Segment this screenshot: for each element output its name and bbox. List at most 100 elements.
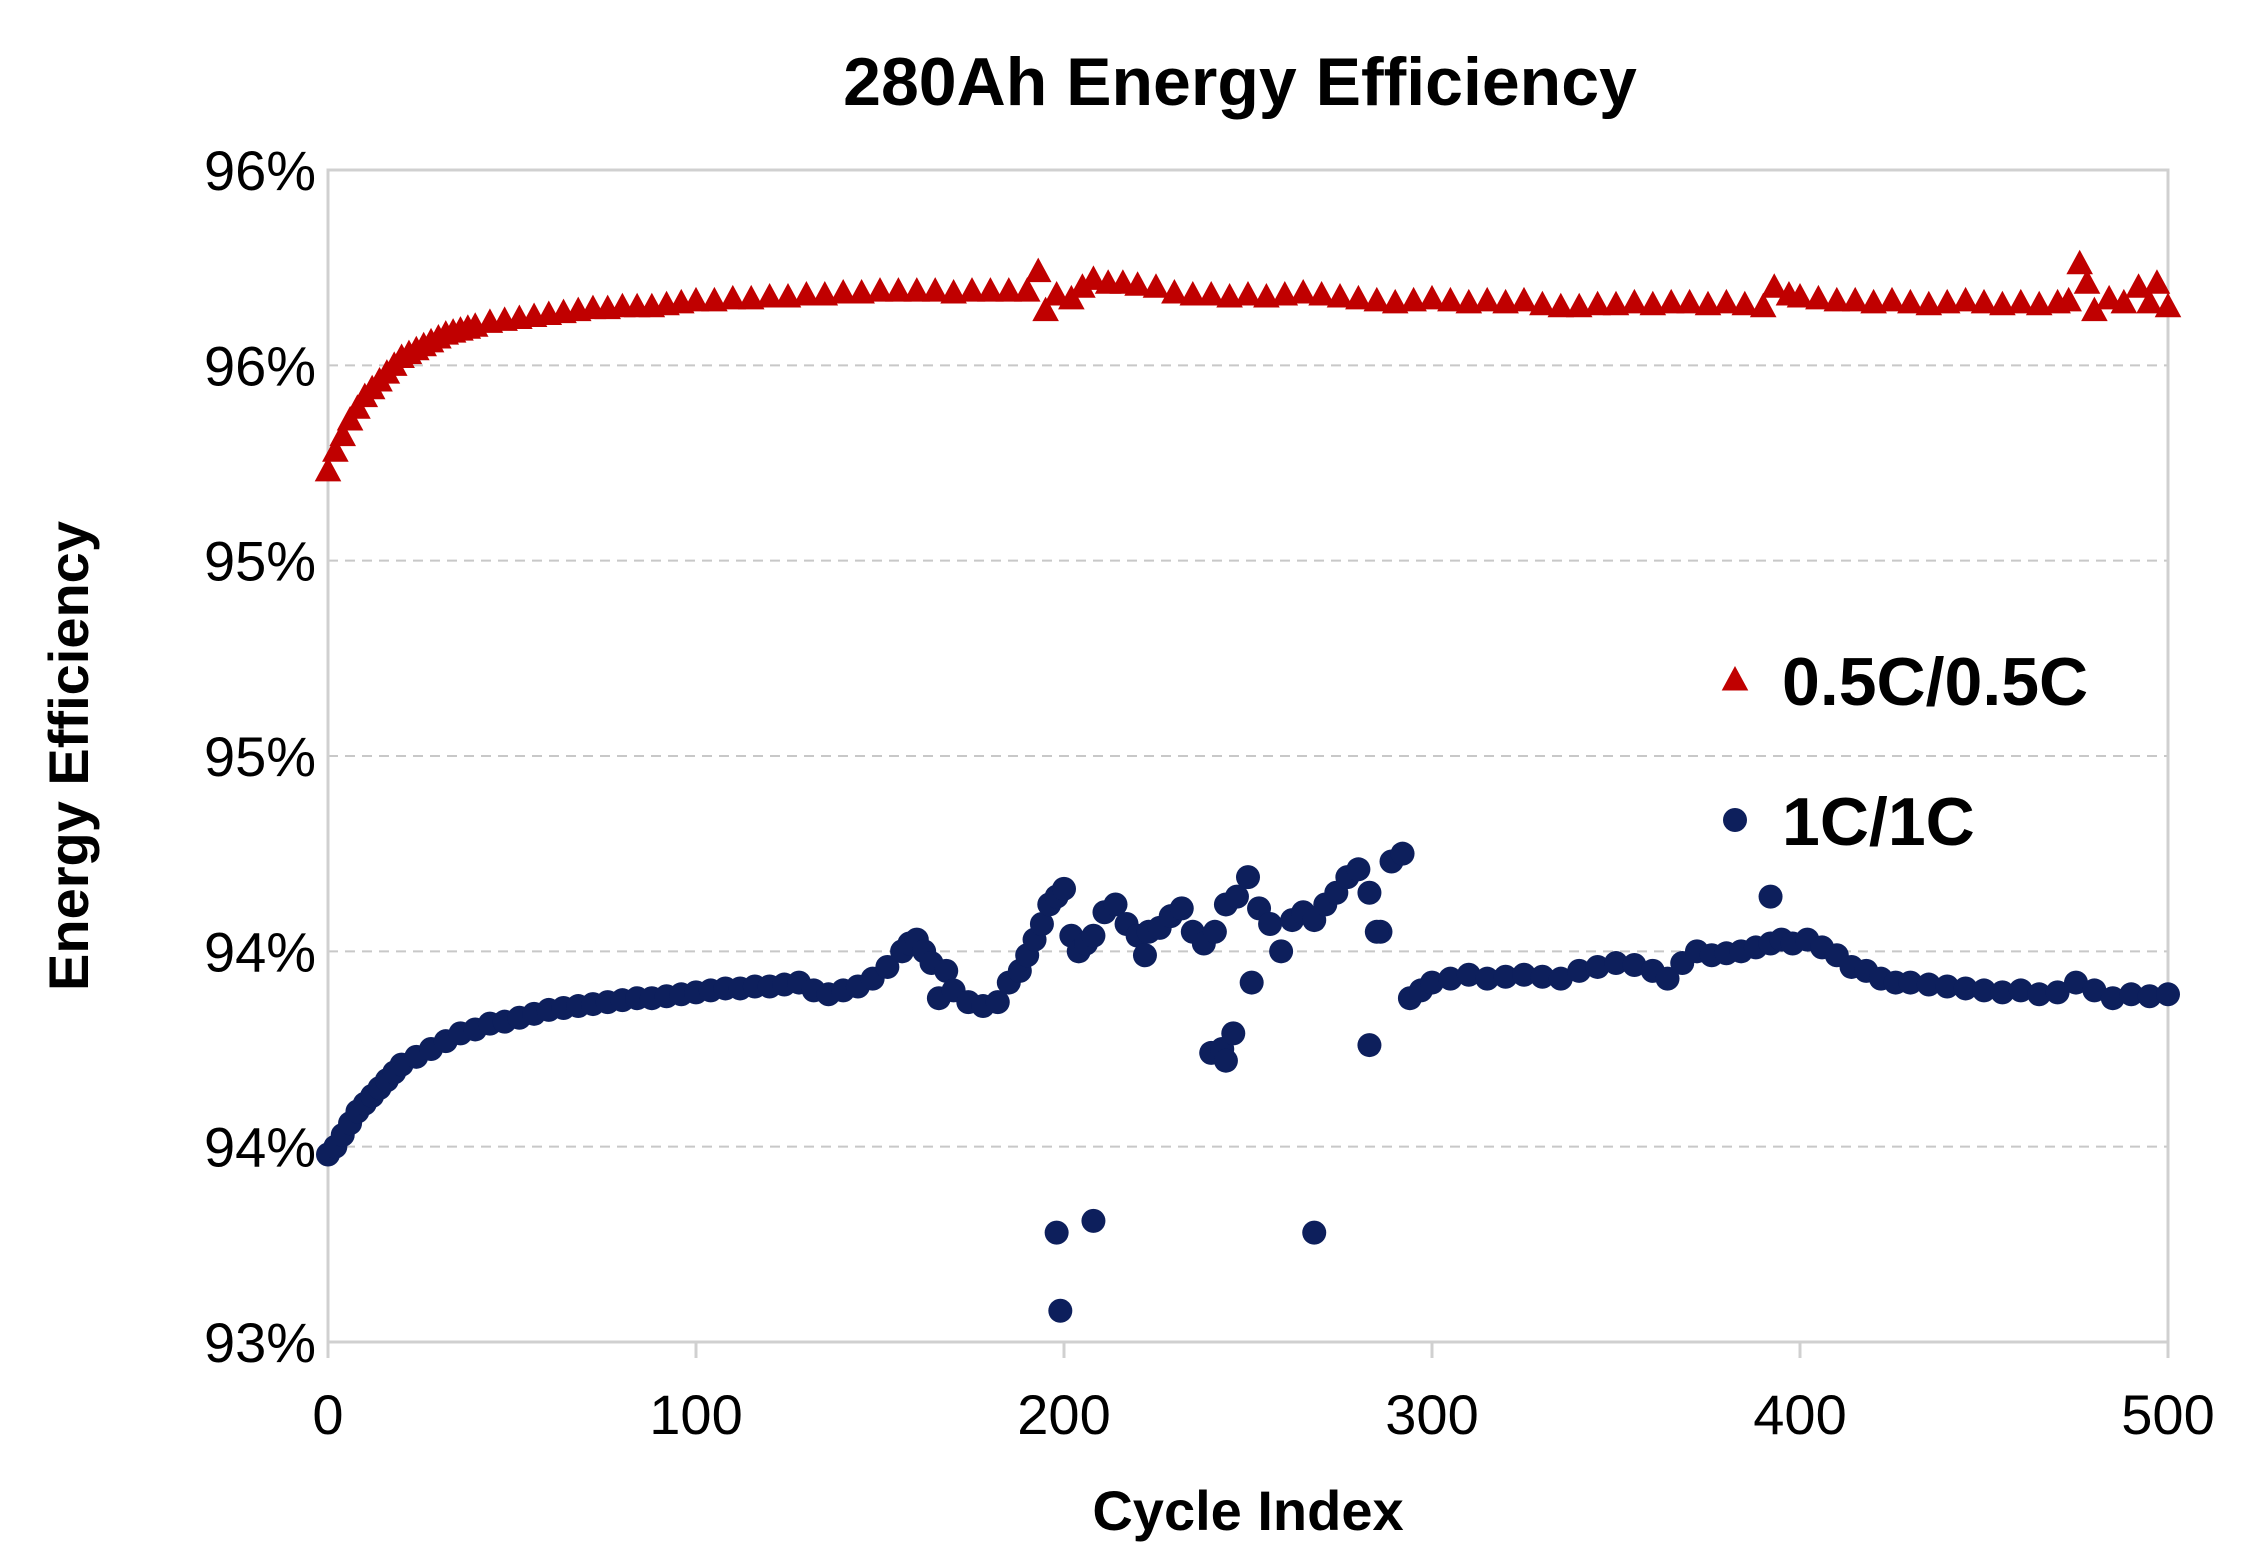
point-triangle xyxy=(2025,290,2053,316)
point-triangle xyxy=(1271,281,1299,306)
y-axis-title: Energy Efficiency xyxy=(37,521,100,991)
point-triangle xyxy=(1657,288,1685,314)
point-circle xyxy=(1935,974,1960,999)
point-triangle xyxy=(1326,282,1354,308)
point-triangle xyxy=(756,282,783,308)
point-circle xyxy=(1239,970,1264,995)
y-tick-label: 95% xyxy=(204,725,316,788)
point-triangle xyxy=(1760,273,1788,298)
point-triangle xyxy=(1823,286,1851,312)
point-circle xyxy=(2064,970,2088,995)
point-circle xyxy=(1357,1033,1382,1058)
point-circle xyxy=(1456,962,1481,987)
point-circle xyxy=(1048,1298,1073,1323)
point-triangle xyxy=(1878,286,1906,312)
point-triangle xyxy=(1455,288,1483,314)
point-triangle xyxy=(329,421,357,447)
point-circle xyxy=(1758,884,1783,909)
point-circle xyxy=(1548,966,1573,991)
y-tick-label: 93% xyxy=(204,1311,316,1374)
point-circle xyxy=(1364,919,1389,944)
point-triangle xyxy=(940,279,967,304)
point-circle xyxy=(1346,857,1371,882)
point-triangle xyxy=(1345,284,1372,310)
point-triangle xyxy=(829,279,857,304)
x-tick-label: 400 xyxy=(1753,1383,1846,1446)
point-triangle xyxy=(1124,271,1151,296)
point-triangle xyxy=(2136,288,2163,314)
point-triangle xyxy=(1584,290,1611,316)
point-triangle xyxy=(1860,288,1887,314)
point-triangle xyxy=(1897,288,1924,314)
point-circle xyxy=(1081,923,1106,948)
point-triangle xyxy=(1032,296,1059,322)
point-triangle xyxy=(1529,290,1556,316)
point-triangle xyxy=(1694,290,1722,316)
point-triangle xyxy=(1547,292,1575,318)
point-circle xyxy=(2137,984,2162,1009)
x-tick-label: 200 xyxy=(1017,1383,1110,1446)
point-triangle xyxy=(1024,257,1052,283)
x-tick-label: 500 xyxy=(2121,1383,2214,1446)
point-circle xyxy=(1604,951,1628,976)
legend: 0.5C/0.5C 1C/1C xyxy=(1721,644,2088,860)
point-triangle xyxy=(1418,284,1446,310)
point-triangle xyxy=(1161,279,1188,304)
point-circle xyxy=(1972,978,1996,1003)
point-triangle xyxy=(2055,286,2082,312)
point-triangle xyxy=(1381,288,1409,314)
point-triangle xyxy=(1308,281,1335,306)
point-circle xyxy=(1081,1208,1106,1233)
point-circle xyxy=(1898,970,1923,995)
tick-labels: 93% 94% 94% 95% 95% 96% 96% 0 100 200 300 400 500 xyxy=(204,139,2215,1446)
point-circle xyxy=(985,990,1010,1015)
point-triangle xyxy=(2154,292,2182,318)
point-triangle xyxy=(1952,286,1979,312)
point-circle xyxy=(1530,964,1555,989)
point-circle xyxy=(875,954,900,979)
point-triangle xyxy=(322,437,349,462)
y-tick-label: 94% xyxy=(204,920,316,983)
point-circle xyxy=(1221,1021,1246,1046)
point-triangle xyxy=(1253,282,1280,308)
point-circle xyxy=(1224,884,1249,909)
point-triangle xyxy=(1786,282,1814,308)
point-triangle xyxy=(1234,281,1262,306)
point-circle xyxy=(1420,970,1444,995)
point-circle xyxy=(1655,966,1680,991)
point-triangle xyxy=(995,277,1023,302)
y-tick-label: 94% xyxy=(204,1116,316,1179)
point-circle xyxy=(934,958,959,983)
point-triangle xyxy=(977,277,1004,302)
point-circle xyxy=(1236,865,1260,890)
point-circle xyxy=(1044,1220,1069,1245)
point-circle xyxy=(1357,880,1382,905)
point-triangle xyxy=(1069,273,1096,298)
point-triangle xyxy=(921,277,949,302)
point-triangle xyxy=(1142,273,1170,298)
y-tick-label: 96% xyxy=(204,139,316,202)
point-circle xyxy=(2100,986,2125,1011)
point-triangle xyxy=(1363,286,1391,312)
point-triangle xyxy=(1473,286,1501,312)
point-triangle xyxy=(1289,279,1317,304)
point-triangle xyxy=(1216,282,1243,308)
point-triangle xyxy=(866,277,894,302)
chart-title: 280Ah Energy Efficiency xyxy=(843,44,1637,120)
point-triangle xyxy=(774,282,802,308)
point-triangle xyxy=(1805,284,1832,310)
point-circle xyxy=(1169,896,1194,921)
point-triangle xyxy=(1639,290,1667,316)
x-tick-label: 0 xyxy=(312,1383,343,1446)
legend-triangle-marker xyxy=(1721,666,1749,691)
point-circle xyxy=(2156,982,2180,1007)
point-triangle xyxy=(2095,284,2123,310)
point-circle xyxy=(1916,972,1941,997)
point-circle xyxy=(1302,1220,1327,1245)
point-circle xyxy=(1269,939,1294,964)
point-circle xyxy=(1990,980,2015,1005)
point-triangle xyxy=(1602,290,1630,316)
point-triangle xyxy=(1915,290,1943,316)
point-circle xyxy=(1567,958,1592,983)
